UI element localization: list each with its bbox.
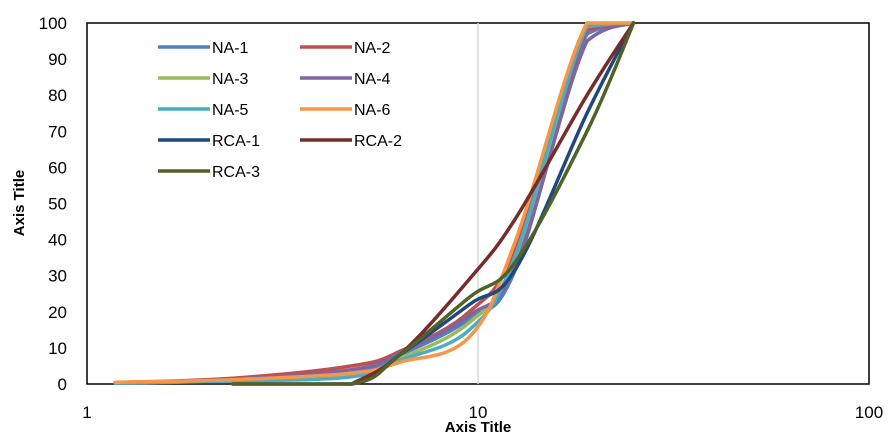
series-line-rca-3	[231, 21, 636, 386]
y-tick-label: 70	[48, 122, 67, 141]
x-tick-label: 1	[82, 403, 91, 422]
x-tick-label: 10	[469, 403, 488, 422]
legend-label-na-5: NA-5	[212, 102, 249, 119]
y-axis-title: Axis Title	[11, 170, 28, 236]
y-tick-label: 90	[48, 50, 67, 69]
legend-label-na-4: NA-4	[354, 71, 391, 88]
legend-label-na-3: NA-3	[212, 71, 249, 88]
y-tick-label: 40	[48, 231, 67, 250]
x-tick-label: 100	[855, 403, 883, 422]
y-tick-label: 30	[48, 267, 67, 286]
legend-label-na-6: NA-6	[354, 102, 391, 119]
series-line-na-6	[113, 21, 636, 384]
legend-label-na-2: NA-2	[354, 40, 391, 57]
legend-label-rca-1: RCA-1	[212, 133, 260, 150]
y-tick-label: 100	[39, 14, 67, 33]
y-tick-label: 60	[48, 158, 67, 177]
legend-label-na-1: NA-1	[212, 40, 249, 57]
y-tick-label: 10	[48, 339, 67, 358]
y-tick-label: 20	[48, 303, 67, 322]
y-tick-label: 0	[58, 375, 67, 394]
x-axis-title: Axis Title	[445, 419, 511, 436]
legend-label-rca-3: RCA-3	[212, 164, 260, 181]
legend-label-rca-2: RCA-2	[354, 133, 402, 150]
y-tick-label: 80	[48, 86, 67, 105]
y-tick-label: 50	[48, 195, 67, 214]
